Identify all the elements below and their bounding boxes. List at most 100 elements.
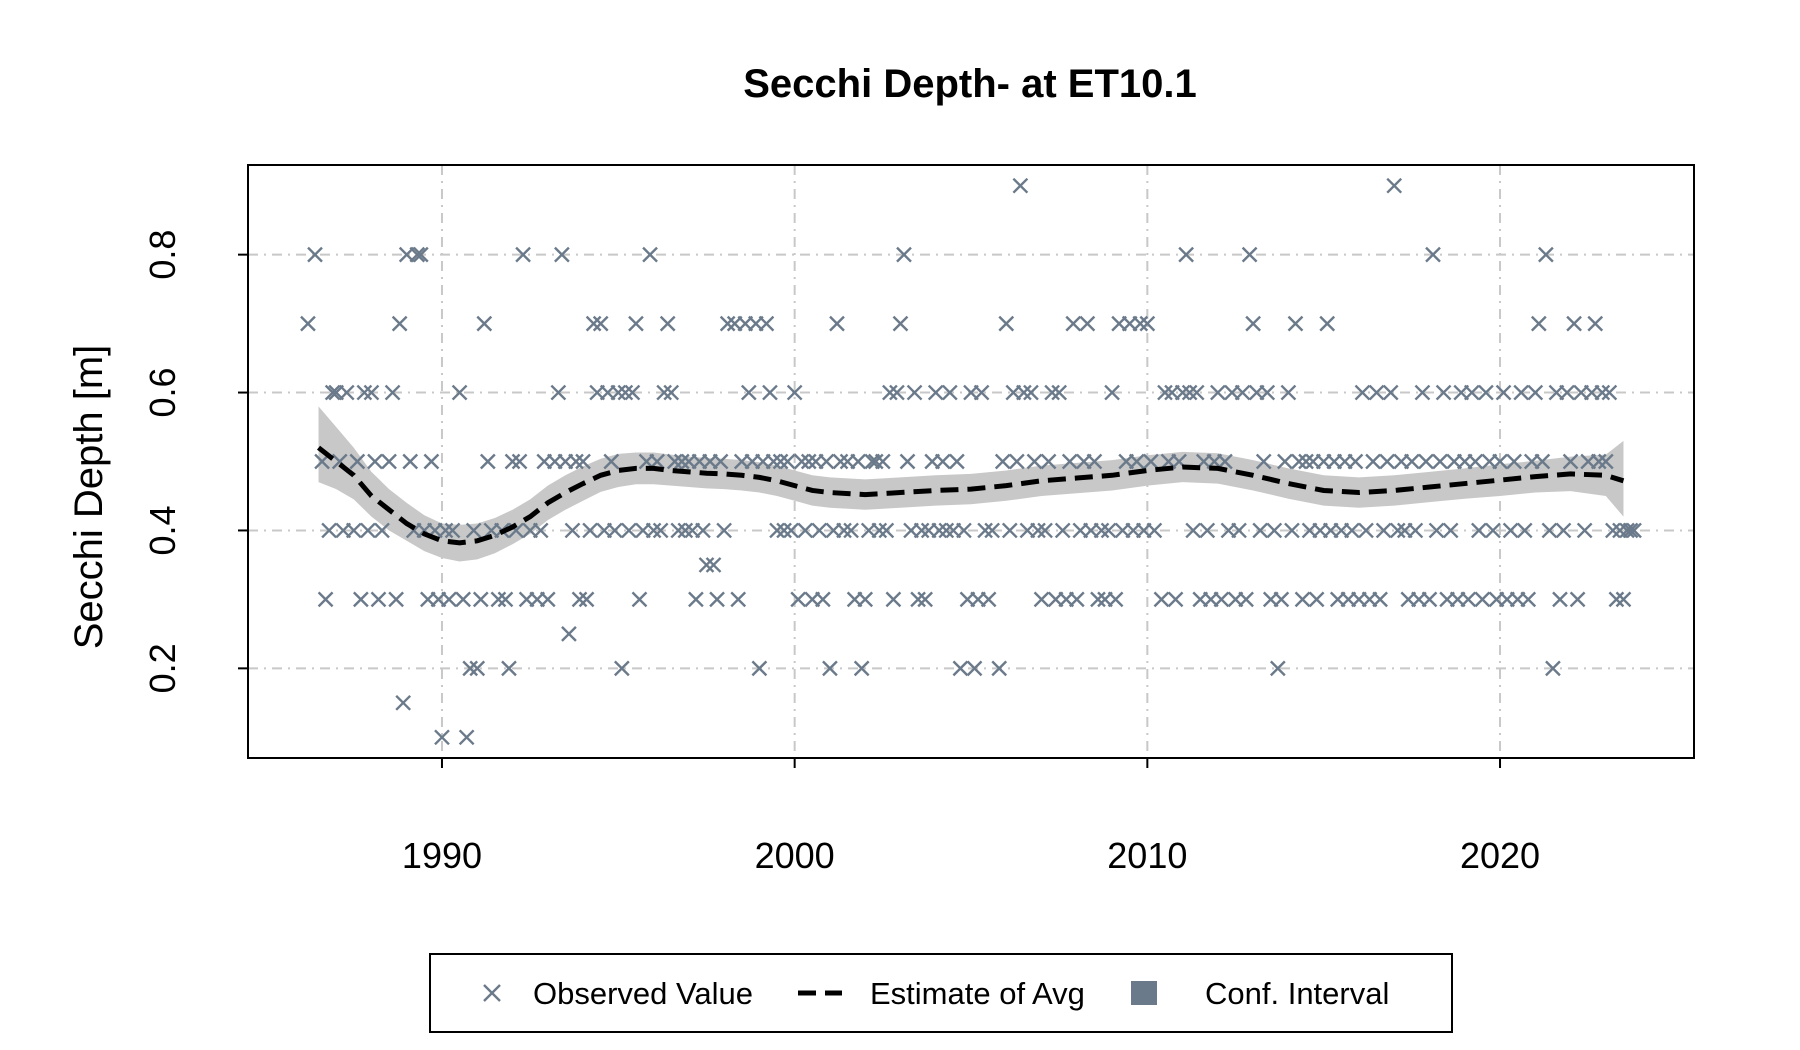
observed-point bbox=[652, 522, 669, 539]
y-tick-label: 0.6 bbox=[142, 368, 183, 418]
observed-point bbox=[1061, 453, 1078, 470]
observed-point bbox=[1277, 453, 1293, 470]
observed-point bbox=[966, 660, 983, 677]
observed-point bbox=[1291, 453, 1307, 470]
observed-point bbox=[1001, 522, 1018, 539]
observed-point bbox=[370, 591, 387, 608]
observed-point bbox=[504, 453, 521, 470]
legend-label-ci: Conf. Interval bbox=[1205, 976, 1389, 1011]
observed-point bbox=[941, 384, 958, 401]
observed-point bbox=[1157, 384, 1173, 401]
observed-point bbox=[1245, 315, 1261, 332]
observed-point bbox=[469, 660, 486, 677]
observed-point bbox=[1407, 522, 1424, 539]
observed-point bbox=[1576, 522, 1593, 539]
observed-point bbox=[1054, 522, 1071, 539]
observed-point bbox=[836, 522, 852, 539]
x-axis-ticks: 1990 2000 2010 2020 bbox=[402, 758, 1540, 876]
chart-title: Secchi Depth- at ET10.1 bbox=[743, 62, 1196, 106]
observed-point bbox=[949, 453, 965, 470]
observed-point bbox=[441, 591, 457, 608]
observed-point bbox=[349, 453, 366, 470]
observed-point bbox=[1079, 315, 1096, 332]
observed-point bbox=[1347, 453, 1364, 470]
x-tick-label: 1990 bbox=[402, 835, 482, 876]
observed-point bbox=[1404, 453, 1420, 470]
observed-point bbox=[1485, 522, 1501, 539]
observed-point bbox=[1520, 591, 1537, 608]
grid-lines bbox=[248, 165, 1694, 758]
observed-point bbox=[769, 522, 785, 539]
observed-point bbox=[1372, 591, 1388, 608]
observed-point bbox=[564, 522, 581, 539]
observed-point bbox=[765, 453, 782, 470]
observed-point bbox=[843, 522, 859, 539]
observed-point bbox=[613, 660, 630, 677]
observed-point bbox=[793, 453, 810, 470]
observed-point bbox=[871, 522, 888, 539]
legend: Observed Value Estimate of Avg Conf. Int… bbox=[429, 953, 1453, 1033]
legend-label-estimate: Estimate of Avg bbox=[870, 976, 1085, 1011]
observed-point bbox=[1026, 453, 1043, 470]
observed-point bbox=[321, 522, 337, 539]
legend-label-observed: Observed Value bbox=[533, 976, 753, 1011]
y-axis-label: Secchi Depth [m] bbox=[67, 345, 111, 650]
observed-point bbox=[688, 591, 704, 608]
observed-point bbox=[1009, 453, 1025, 470]
observed-point bbox=[1294, 591, 1311, 608]
observed-point bbox=[1442, 522, 1459, 539]
observed-point bbox=[1530, 315, 1547, 332]
observed-point bbox=[395, 694, 412, 711]
observed-point bbox=[1545, 660, 1561, 677]
observed-point bbox=[585, 315, 602, 332]
observed-point bbox=[617, 384, 634, 401]
observed-point bbox=[927, 384, 944, 401]
observed-point bbox=[356, 384, 373, 401]
observed-point bbox=[1210, 384, 1226, 401]
y-axis-ticks: 0.2 0.4 0.6 0.8 bbox=[142, 230, 248, 693]
observed-point bbox=[1460, 591, 1477, 608]
observed-point bbox=[783, 522, 799, 539]
observed-point bbox=[1234, 384, 1251, 401]
observed-point bbox=[1231, 522, 1247, 539]
observed-point bbox=[1044, 384, 1060, 401]
observed-point bbox=[952, 660, 969, 677]
observed-point bbox=[1287, 315, 1304, 332]
observed-point bbox=[345, 522, 362, 539]
observed-point bbox=[451, 384, 468, 401]
observed-point bbox=[367, 453, 383, 470]
observed-point bbox=[307, 246, 323, 263]
observed-point bbox=[1104, 384, 1120, 401]
x-tick-label: 2010 bbox=[1107, 835, 1187, 876]
observed-point bbox=[1040, 453, 1057, 470]
observed-point bbox=[1167, 591, 1184, 608]
observed-point bbox=[1280, 384, 1297, 401]
observed-point bbox=[353, 591, 369, 608]
observed-point bbox=[1217, 453, 1233, 470]
observed-point bbox=[980, 591, 997, 608]
observed-point bbox=[1090, 591, 1106, 608]
observed-point bbox=[568, 453, 584, 470]
observed-point bbox=[822, 660, 838, 677]
observed-point bbox=[1298, 453, 1314, 470]
observed-point bbox=[1622, 522, 1639, 539]
observed-point bbox=[571, 591, 588, 608]
observed-point bbox=[677, 522, 694, 539]
observed-point bbox=[455, 591, 471, 608]
observed-point bbox=[867, 453, 884, 470]
observed-point bbox=[1358, 522, 1374, 539]
observed-point bbox=[762, 384, 778, 401]
observed-point bbox=[561, 626, 577, 642]
observed-point bbox=[1590, 453, 1607, 470]
observed-point bbox=[705, 557, 722, 573]
observed-point bbox=[1213, 591, 1230, 608]
observed-point bbox=[1555, 522, 1572, 539]
observed-point bbox=[740, 384, 757, 401]
observed-point bbox=[384, 384, 401, 401]
observed-point bbox=[628, 315, 644, 332]
observed-point bbox=[874, 453, 891, 470]
observed-point bbox=[716, 522, 732, 539]
observed-point bbox=[1471, 522, 1487, 539]
observed-point bbox=[1178, 246, 1194, 263]
observed-point bbox=[1012, 177, 1029, 194]
